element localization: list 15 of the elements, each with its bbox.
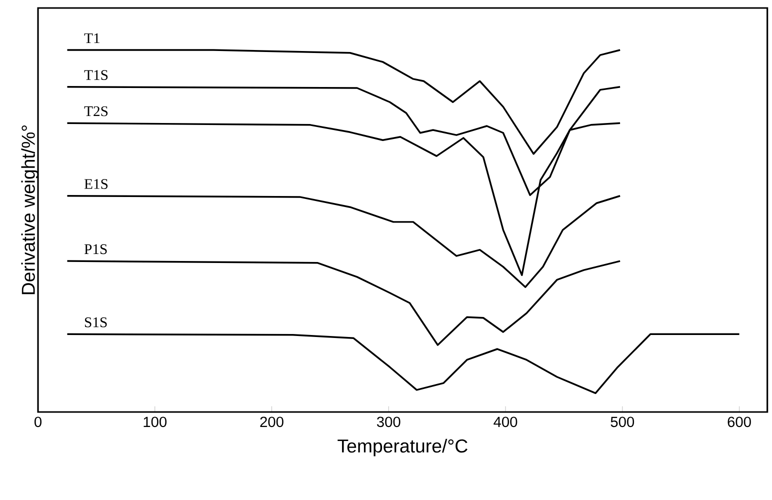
x-tick-label: 500 [610,416,634,428]
series-label: S1S [85,317,107,328]
series-label: E1S [84,179,108,189]
x-tick-label: 200 [260,416,284,428]
x-tick-label: 600 [728,416,751,428]
x-tick-label: 100 [144,416,167,428]
series-label: P1S [84,244,107,254]
x-tick-label: 0 [34,416,42,428]
x-tick-label: 300 [376,416,400,428]
series-label: T1 [84,33,100,44]
x-tick-label: 400 [494,416,518,428]
series-label: T1S [84,70,108,80]
series-label: T2S [84,106,108,116]
x-axis-title: Temperature/°C [338,438,468,456]
y-axis-title: Derivative weight/%° [21,125,39,294]
